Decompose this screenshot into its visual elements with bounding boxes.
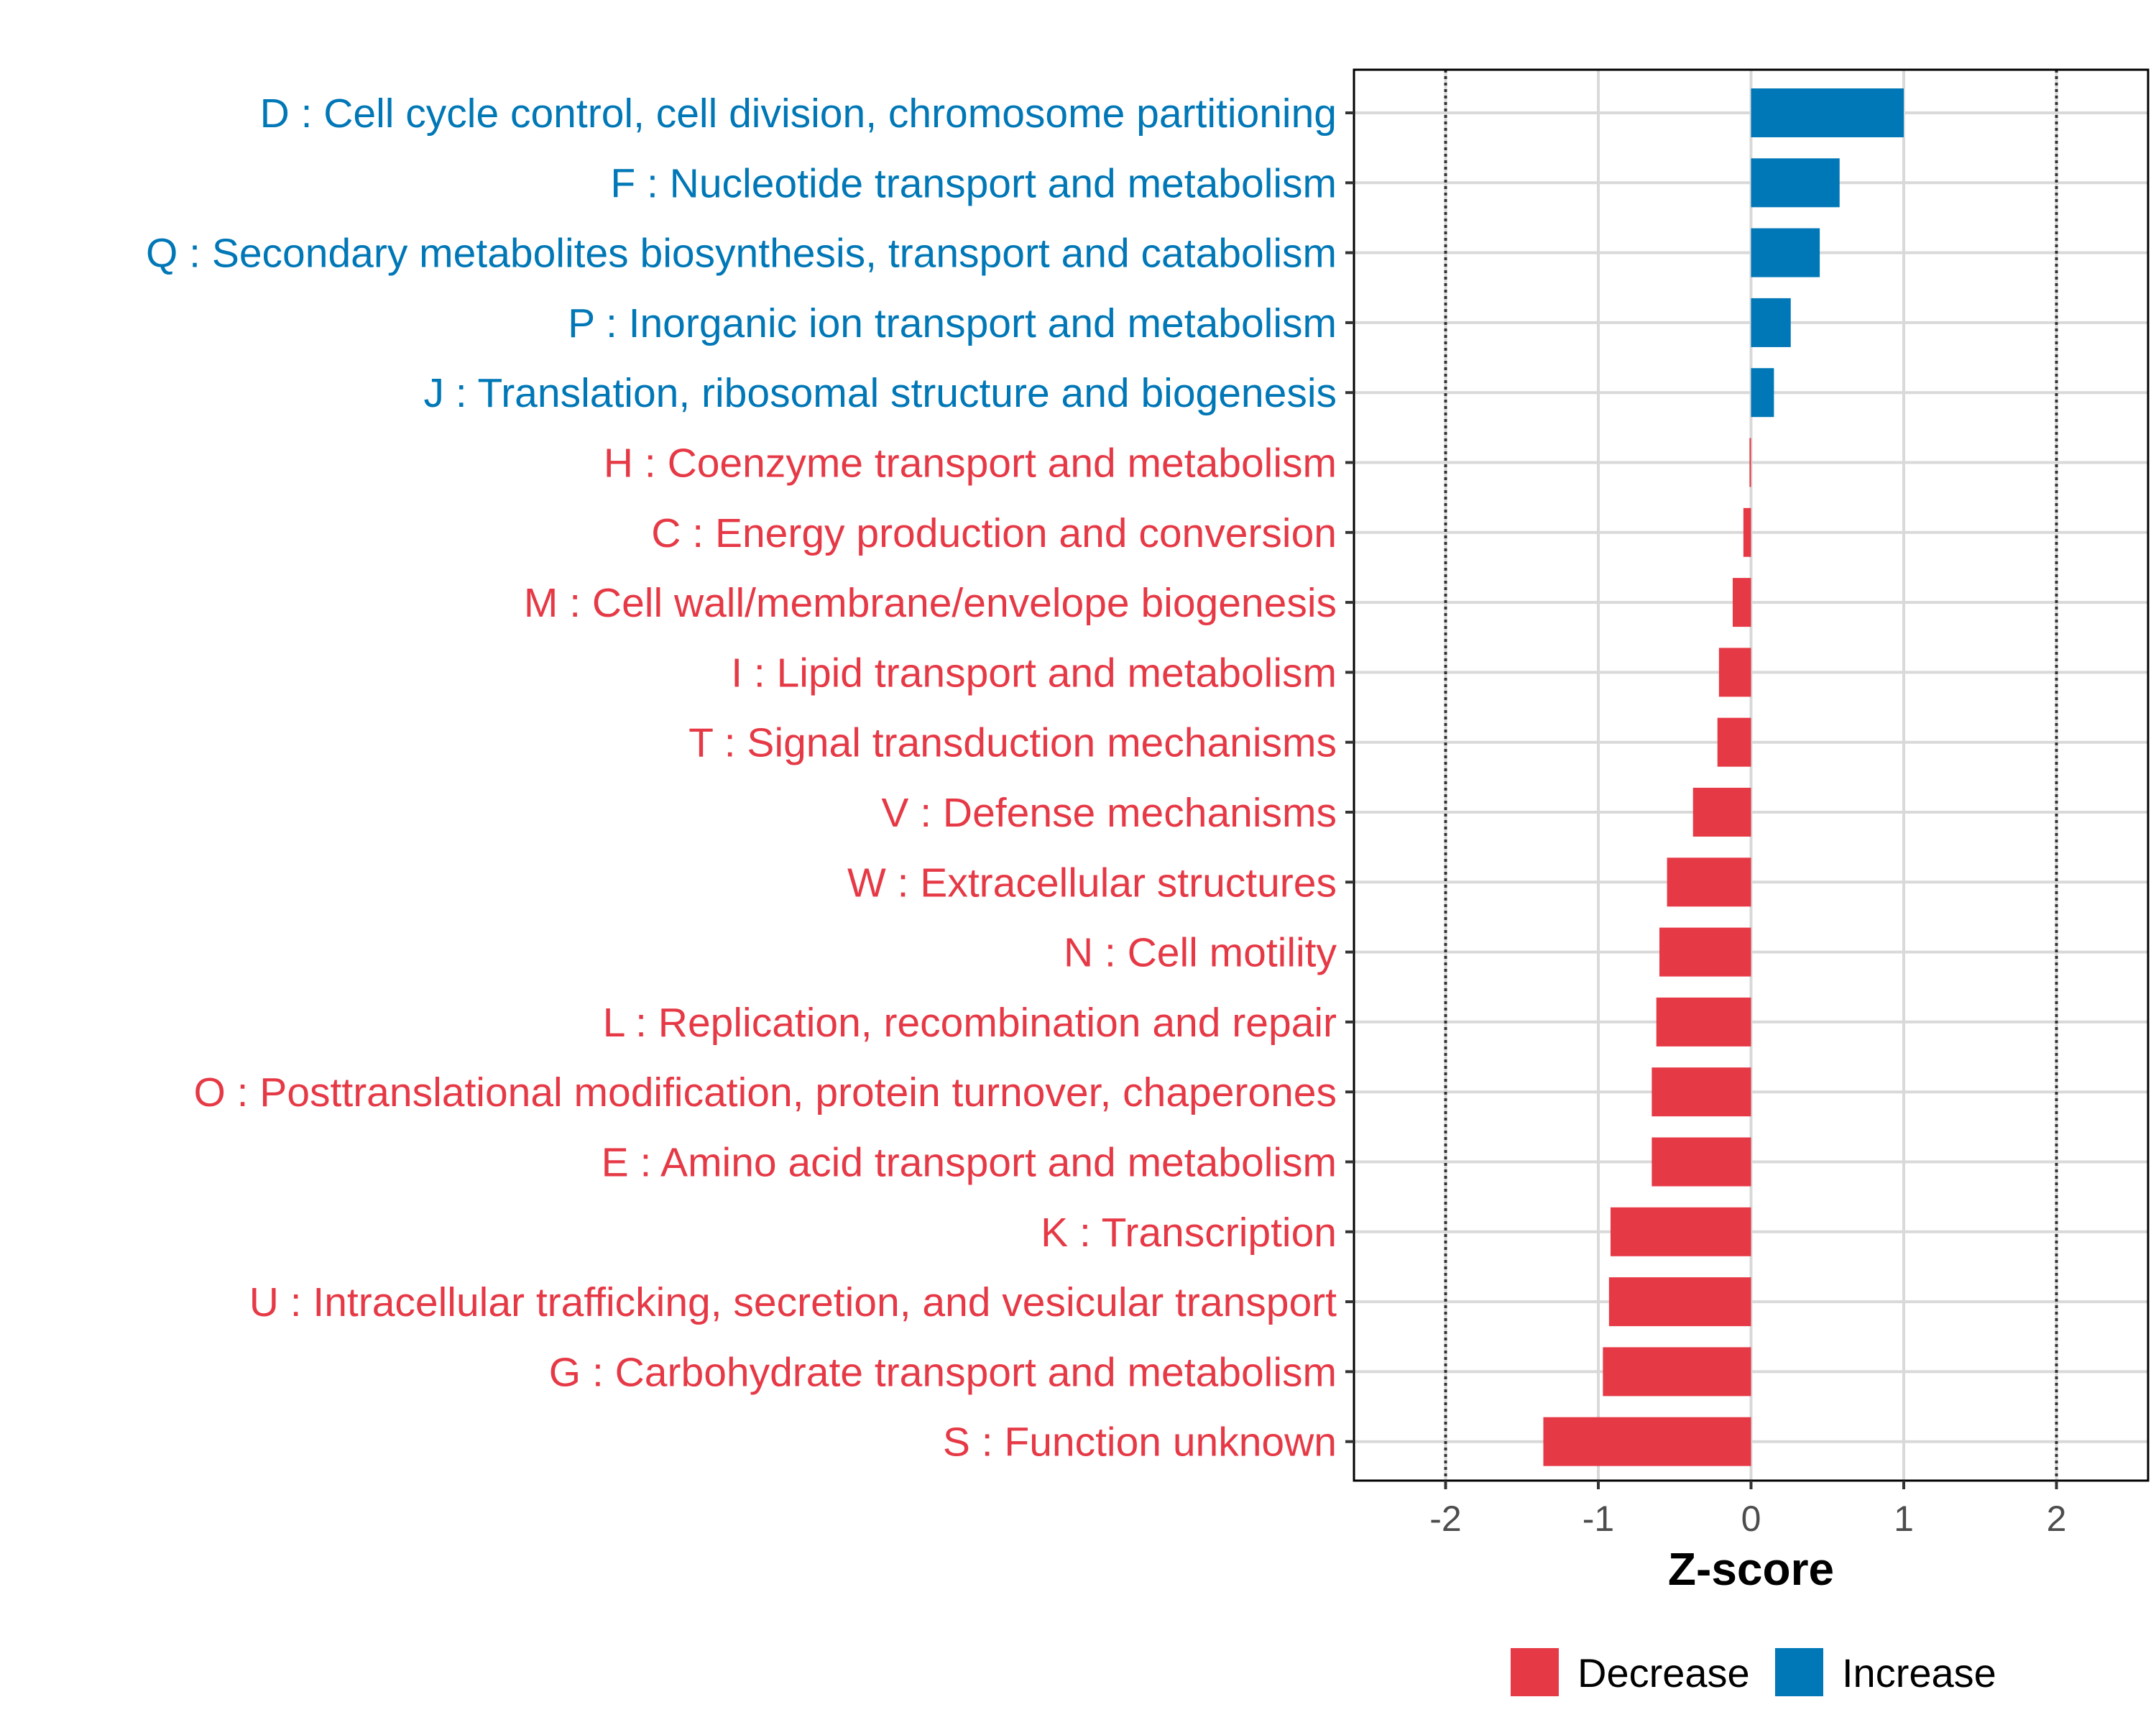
category-label: Q : Secondary metabolites biosynthesis, … <box>146 231 1337 277</box>
x-tick-label: 2 <box>2047 1499 2067 1539</box>
legend-swatch <box>1511 1648 1559 1696</box>
bar <box>1603 1347 1751 1397</box>
category-label: M : Cell wall/membrane/envelope biogenes… <box>524 580 1337 626</box>
bar <box>1733 578 1751 627</box>
category-label: H : Coenzyme transport and metabolism <box>604 441 1337 487</box>
bar <box>1751 228 1820 277</box>
y-axis: D : Cell cycle control, cell division, c… <box>146 91 1354 1466</box>
category-label: V : Defense mechanisms <box>881 790 1337 836</box>
x-tick-label: 1 <box>1894 1499 1914 1539</box>
bar <box>1718 648 1751 697</box>
bar <box>1717 717 1751 767</box>
category-label: N : Cell motility <box>1064 930 1337 976</box>
bar-layer <box>1543 88 1904 1466</box>
reference-lines <box>1444 70 2058 1481</box>
legend-swatch <box>1775 1648 1823 1696</box>
bar <box>1608 1277 1751 1327</box>
bar <box>1651 1137 1751 1187</box>
category-label: K : Transcription <box>1041 1210 1337 1256</box>
category-label: C : Energy production and conversion <box>651 510 1337 556</box>
category-label: D : Cell cycle control, cell division, c… <box>260 91 1337 137</box>
category-label: W : Extracellular structures <box>847 860 1337 906</box>
legend-label: Increase <box>1842 1650 1996 1696</box>
category-label: F : Nucleotide transport and metabolism <box>610 160 1337 206</box>
category-label: P : Inorganic ion transport and metaboli… <box>568 300 1337 346</box>
category-label: U : Intracellular trafficking, secretion… <box>249 1279 1337 1325</box>
bar <box>1667 857 1751 907</box>
category-label: T : Signal transduction mechanisms <box>688 720 1337 766</box>
bar <box>1751 298 1791 347</box>
legend-label: Decrease <box>1577 1650 1750 1696</box>
bar <box>1659 927 1751 977</box>
bar <box>1749 438 1751 487</box>
x-tick-label: -2 <box>1429 1499 1461 1539</box>
category-label: S : Function unknown <box>943 1420 1337 1466</box>
x-tick-label: 0 <box>1741 1499 1761 1539</box>
category-label: O : Posttranslational modification, prot… <box>193 1070 1337 1116</box>
bar <box>1751 88 1904 137</box>
bar <box>1543 1417 1751 1466</box>
x-axis: -2 -1 0 1 2 <box>1429 1481 2066 1539</box>
bar <box>1751 368 1774 418</box>
category-label: E : Amino acid transport and metabolism <box>602 1140 1337 1186</box>
bar <box>1611 1207 1751 1256</box>
bar <box>1751 158 1840 208</box>
category-label: G : Carbohydrate transport and metabolis… <box>549 1349 1337 1395</box>
bar <box>1656 997 1751 1046</box>
x-axis-title: Z-score <box>1668 1543 1834 1595</box>
grid-layer <box>1354 70 2148 1481</box>
category-label: J : Translation, ribosomal structure and… <box>424 370 1337 416</box>
x-tick-label: -1 <box>1583 1499 1614 1539</box>
bar <box>1651 1067 1751 1117</box>
category-label: I : Lipid transport and metabolism <box>731 650 1337 696</box>
bar <box>1692 788 1751 837</box>
legend: Decrease Increase <box>1511 1648 1996 1696</box>
category-label: L : Replication, recombination and repai… <box>603 1000 1337 1046</box>
bar <box>1743 507 1751 557</box>
